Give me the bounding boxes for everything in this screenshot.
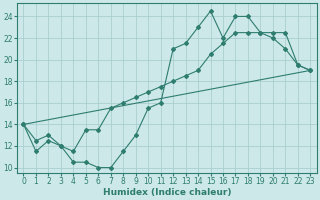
X-axis label: Humidex (Indice chaleur): Humidex (Indice chaleur) xyxy=(103,188,231,197)
